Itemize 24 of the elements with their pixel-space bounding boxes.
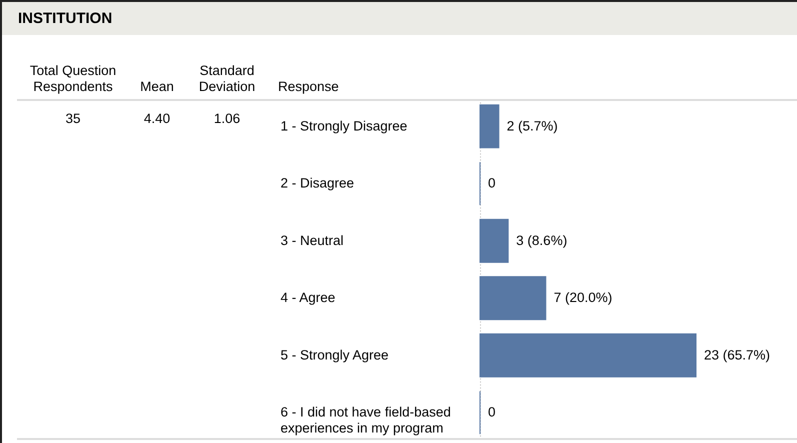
data-label: 7 (20.0%) <box>554 290 612 306</box>
data-label: 3 (8.6%) <box>516 232 568 248</box>
bar <box>480 276 546 320</box>
data-label: 0 <box>488 404 496 420</box>
bar <box>480 104 500 148</box>
y-tick-label: 6 - I did not have field-based experiences in my program <box>280 404 451 436</box>
y-tick-label: 5 - Strongly Agree <box>280 347 389 362</box>
data-label: 23 (65.7%) <box>704 347 770 362</box>
y-axis-title: Response <box>278 79 339 94</box>
text: 35 <box>64 111 82 126</box>
text: Standard Deviation <box>198 63 256 95</box>
y-tick-label: 4 - Agree <box>280 290 336 306</box>
text: 1.06 <box>212 111 242 126</box>
bar <box>480 333 696 378</box>
y-tick-label: 3 - Neutral <box>280 232 344 248</box>
y-tick-label: 1 - Strongly Disagree <box>280 118 408 134</box>
text: Mean <box>139 79 175 95</box>
y-tick-label: 2 - Disagree <box>280 176 354 191</box>
data-label: 2 (5.7%) <box>506 118 558 134</box>
text: Total Question Respondents <box>28 63 118 95</box>
bar <box>480 218 509 263</box>
text: 4.40 <box>142 111 172 126</box>
data-label: 0 <box>488 176 496 191</box>
text: INSTITUTION <box>2 2 797 35</box>
